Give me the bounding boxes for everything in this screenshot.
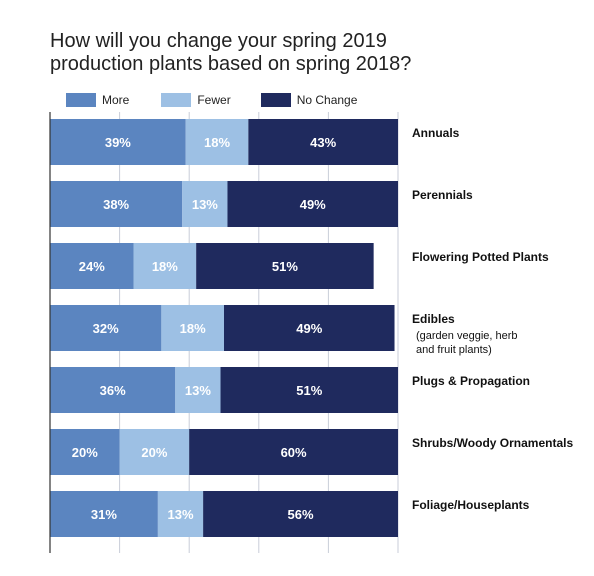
data-label: 51% <box>296 383 322 398</box>
data-label: 31% <box>91 507 117 522</box>
data-label: 20% <box>141 445 167 460</box>
bar-segment-more <box>50 491 158 537</box>
data-label: 49% <box>296 321 322 336</box>
bar-segment-no_change <box>189 429 398 475</box>
data-label: 38% <box>103 197 129 212</box>
data-label: 39% <box>105 135 131 150</box>
data-label: 36% <box>100 383 126 398</box>
data-label: 49% <box>300 197 326 212</box>
bar-segment-more <box>50 243 134 289</box>
data-label: 51% <box>272 259 298 274</box>
category-label: Foliage/Houseplants <box>412 498 530 512</box>
data-label: 13% <box>167 507 193 522</box>
chart-title-line-2: production plants based on spring 2018? <box>50 53 412 75</box>
bar-segment-no_change <box>248 119 398 165</box>
bar-segment-no_change <box>203 491 398 537</box>
data-label: 13% <box>185 383 211 398</box>
bar-segment-more <box>50 429 120 475</box>
legend-swatch-no-change <box>260 93 291 107</box>
category-label: Edibles <box>412 312 455 326</box>
data-label: 24% <box>79 259 105 274</box>
chart-title-line-1: How will you change your spring 2019 <box>50 30 387 52</box>
bar-segment-more <box>50 181 183 227</box>
bar-segment-fewer <box>185 119 249 165</box>
bar-segment-more <box>50 305 162 351</box>
bar-segment-no_change <box>220 367 398 413</box>
data-label: 60% <box>281 445 307 460</box>
chart-title: How will you change your spring 2019 pro… <box>50 30 570 76</box>
legend-label-more: More <box>102 93 130 107</box>
legend-item-fewer: Fewer <box>161 93 231 107</box>
data-label: 18% <box>204 135 230 150</box>
legend-swatch-fewer <box>161 93 192 107</box>
data-label: 18% <box>180 321 206 336</box>
category-note: and fruit plants) <box>416 344 492 356</box>
data-label: 20% <box>72 445 98 460</box>
bar-segment-fewer <box>119 429 190 475</box>
bar-segment-more <box>50 367 176 413</box>
bar-segment-no_change <box>224 305 395 351</box>
bar-segment-fewer <box>175 367 221 413</box>
category-label: Perennials <box>412 188 473 202</box>
data-label: 18% <box>152 259 178 274</box>
bar-segment-fewer <box>133 243 197 289</box>
bar-segment-no_change <box>196 243 374 289</box>
legend-item-no-change: No Change <box>260 93 358 107</box>
bar-segment-fewer <box>182 181 228 227</box>
bar-segment-fewer <box>157 491 204 537</box>
category-label: Flowering Potted Plants <box>412 250 549 264</box>
bar-segment-more <box>50 119 186 165</box>
bar-segment-fewer <box>161 305 224 351</box>
category-note: (garden veggie, herb <box>416 330 518 342</box>
data-label: 56% <box>288 507 314 522</box>
data-label: 32% <box>93 321 119 336</box>
legend-label-fewer: Fewer <box>197 93 231 107</box>
category-label: Annuals <box>412 126 460 140</box>
legend-item-more: More <box>66 93 129 107</box>
bar-segment-no_change <box>227 181 398 227</box>
data-label: 43% <box>310 135 336 150</box>
legend-label-no-change: No Change <box>296 93 358 107</box>
legend-swatch-more <box>66 93 96 107</box>
data-label: 13% <box>192 197 218 212</box>
category-label: Shrubs/Woody Ornamentals <box>412 436 573 450</box>
chart-legend: More Fewer No Change <box>66 92 357 108</box>
category-label: Plugs & Propagation <box>412 374 530 388</box>
